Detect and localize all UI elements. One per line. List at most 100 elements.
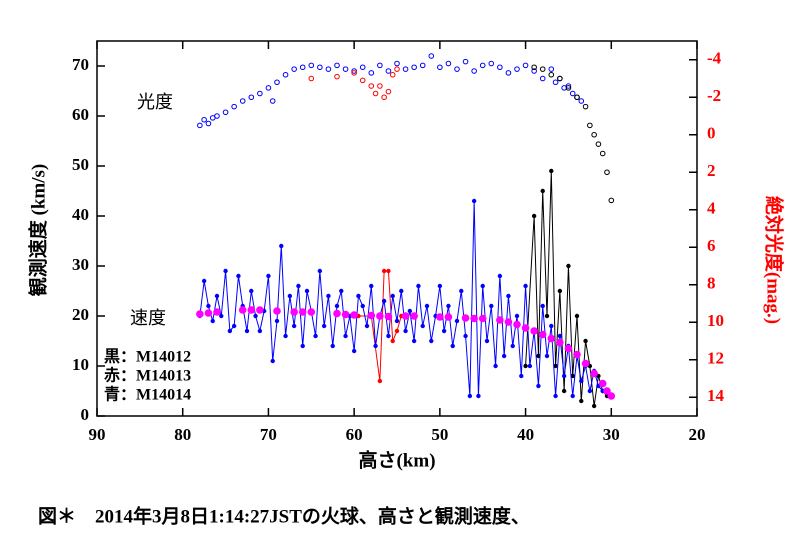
data-point xyxy=(402,66,409,72)
x-tick-label: 20 xyxy=(689,425,706,444)
data-point xyxy=(476,393,481,399)
data-point xyxy=(582,103,589,110)
data-point xyxy=(351,70,357,76)
x-axis-label: 高さ(km) xyxy=(358,448,435,471)
data-point xyxy=(369,283,374,289)
y2-tick-label: 2 xyxy=(707,161,716,180)
data-point xyxy=(364,323,370,329)
data-point xyxy=(360,303,365,309)
y2-tick-label: 6 xyxy=(707,236,716,255)
x-tick-label: 30 xyxy=(603,425,620,444)
y2-tick-label: 14 xyxy=(707,386,725,405)
data-point xyxy=(479,62,486,69)
data-point xyxy=(544,313,550,319)
data-point xyxy=(587,388,593,394)
data-point xyxy=(394,66,400,72)
data-point xyxy=(253,313,258,319)
data-point xyxy=(411,338,417,344)
data-point xyxy=(239,98,246,104)
data-point xyxy=(407,308,413,314)
y-axis-label: 観測速度 (km/s) xyxy=(26,164,49,296)
data-point xyxy=(590,369,598,378)
data-point xyxy=(304,288,310,294)
data-point xyxy=(299,64,306,71)
data-point xyxy=(552,79,559,86)
data-point xyxy=(394,60,400,67)
data-point xyxy=(238,306,247,314)
data-point xyxy=(339,288,344,294)
data-point xyxy=(522,62,529,69)
data-point xyxy=(283,333,288,339)
data-point xyxy=(579,398,584,404)
data-point xyxy=(429,338,434,344)
data-point xyxy=(587,122,593,129)
y-tick-label: 10 xyxy=(72,355,89,374)
data-point xyxy=(266,273,271,279)
data-point xyxy=(547,334,556,343)
data-point xyxy=(553,393,558,399)
plot-frame xyxy=(96,40,698,417)
data-point xyxy=(437,64,443,71)
y-tick-label: 60 xyxy=(72,105,89,124)
y2-tick-label: 8 xyxy=(707,274,716,293)
data-point xyxy=(394,318,400,324)
data-point xyxy=(506,293,511,299)
data-point xyxy=(249,288,254,294)
data-point xyxy=(403,328,408,334)
data-point xyxy=(436,313,444,321)
data-point xyxy=(538,330,547,339)
data-point xyxy=(290,308,298,316)
data-point xyxy=(367,311,376,320)
data-point xyxy=(604,169,610,176)
data-point xyxy=(381,94,387,101)
y2-tick-label: -4 xyxy=(707,49,722,68)
y-tick-label: 70 xyxy=(72,55,89,74)
y2-tick-label: 12 xyxy=(707,349,724,368)
x-tick-label: 80 xyxy=(174,425,191,444)
data-point xyxy=(497,273,503,279)
data-point xyxy=(231,323,237,329)
data-point xyxy=(591,403,597,409)
y-tick-label: 20 xyxy=(72,305,89,324)
y-tick-label: 30 xyxy=(72,255,89,274)
data-point xyxy=(573,350,581,359)
data-point xyxy=(274,318,280,324)
data-point xyxy=(531,68,537,74)
data-point xyxy=(390,338,395,344)
data-point xyxy=(210,318,215,324)
data-point xyxy=(313,333,318,339)
data-point xyxy=(603,387,611,395)
data-point xyxy=(570,373,575,379)
data-point xyxy=(205,120,212,127)
data-point xyxy=(497,64,503,71)
data-point xyxy=(351,68,357,74)
data-point xyxy=(373,343,378,349)
data-point xyxy=(351,348,357,354)
x-tick-label: 90 xyxy=(89,425,106,444)
data-point xyxy=(330,343,335,349)
data-point xyxy=(539,66,546,72)
data-point xyxy=(291,323,297,329)
data-point xyxy=(244,328,250,334)
x-tick-label: 50 xyxy=(431,425,448,444)
data-point xyxy=(256,306,264,314)
data-point xyxy=(549,323,554,329)
data-point xyxy=(444,313,453,321)
data-point xyxy=(416,283,421,289)
data-point xyxy=(334,303,340,309)
data-point xyxy=(279,243,284,249)
data-point xyxy=(287,293,293,299)
data-point xyxy=(496,316,504,324)
data-point xyxy=(341,310,350,319)
data-point xyxy=(480,283,485,289)
data-point xyxy=(343,333,348,339)
data-point xyxy=(574,94,580,101)
data-point xyxy=(536,383,541,389)
data-point xyxy=(334,62,340,69)
data-point xyxy=(574,313,580,319)
data-point xyxy=(607,392,616,400)
data-point xyxy=(257,328,263,334)
data-point xyxy=(333,309,341,318)
data-point xyxy=(377,378,383,384)
